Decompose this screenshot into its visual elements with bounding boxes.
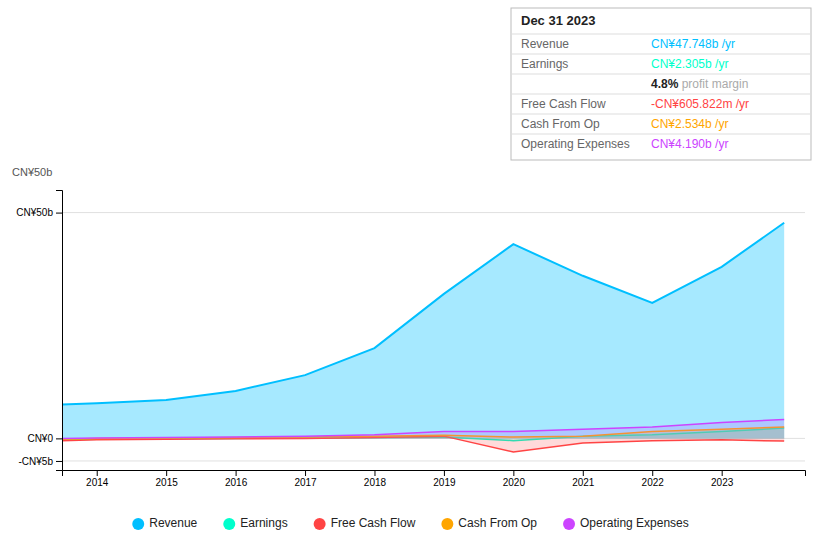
- tick-label: CN¥50b: [16, 207, 53, 218]
- info-value-text: CN¥2.305b /yr: [651, 57, 728, 71]
- y-tick: -CN¥5b: [19, 456, 62, 467]
- tick-mark: [166, 470, 167, 476]
- grid: [62, 213, 805, 461]
- area: [62, 223, 784, 439]
- tick-mark: [374, 470, 375, 476]
- info-value-prefix: 4.8%: [651, 77, 679, 91]
- x-tick: 2015: [156, 470, 179, 488]
- legend-label: Revenue: [149, 516, 197, 530]
- line: [62, 419, 784, 438]
- x-tick: 2017: [294, 470, 317, 488]
- y-tick: CN¥0: [27, 433, 62, 444]
- tick-mark: [97, 470, 98, 476]
- x-tick: 2018: [364, 470, 387, 488]
- tick-mark: [652, 470, 653, 476]
- legend-item: Free Cash Flow: [314, 516, 416, 530]
- x-tick: 2022: [642, 470, 665, 488]
- tick-mark: [56, 461, 62, 462]
- tick-label: CN¥0: [27, 433, 53, 444]
- legend-item: Earnings: [223, 516, 287, 530]
- legend-label: Cash From Op: [458, 516, 537, 530]
- info-label: Earnings: [521, 57, 568, 71]
- tick-label: 2018: [364, 477, 387, 488]
- plot-area: [62, 223, 784, 452]
- tick-label: 2019: [433, 477, 456, 488]
- info-value-text: -CN¥605.822m /yr: [651, 97, 749, 111]
- legend-item: Cash From Op: [441, 516, 537, 530]
- area: [62, 419, 784, 438]
- grid-line: [62, 460, 805, 461]
- info-divider: [511, 74, 811, 75]
- tick-label: 2017: [294, 477, 317, 488]
- tick-mark: [583, 470, 584, 476]
- legend-item: Operating Expenses: [563, 516, 689, 530]
- legend-swatch: [132, 518, 144, 530]
- info-label: Operating Expenses: [521, 137, 630, 151]
- tick-mark: [56, 213, 62, 214]
- info-value-text: CN¥47.748b /yr: [651, 37, 735, 51]
- y-tick: CN¥50b: [16, 207, 62, 218]
- info-value: -CN¥605.822m /yr: [651, 97, 749, 111]
- x-tick: 2023: [711, 470, 734, 488]
- info-value: 4.8% profit margin: [651, 77, 748, 91]
- tick-mark: [444, 470, 445, 476]
- info-value-text: profit margin: [678, 77, 748, 91]
- legend-label: Free Cash Flow: [331, 516, 416, 530]
- y-axis: -CN¥5b CN¥0 CN¥50b: [16, 191, 62, 471]
- x-tick: 2019: [433, 470, 456, 488]
- info-box-frame: [511, 8, 811, 160]
- tick-label: -CN¥5b: [19, 456, 54, 467]
- tick-label: 2015: [156, 477, 179, 488]
- grid-line: [62, 212, 805, 213]
- line: [62, 223, 784, 405]
- x-tick: 2020: [503, 470, 526, 488]
- title: Dec 31 2023: [521, 13, 595, 28]
- legend-swatch: [314, 518, 326, 530]
- info-value-text: CN¥4.190b /yr: [651, 137, 728, 151]
- tick-mark: [56, 438, 62, 439]
- legend-swatch: [441, 518, 453, 530]
- legend-swatch: [223, 518, 235, 530]
- tick-mark: [305, 470, 306, 476]
- tick-label: 2016: [225, 477, 248, 488]
- chart: 2014 2015 2016 2017 2018 2019 2020 2021 2022 2023…: [0, 0, 821, 560]
- info-label: Cash From Op: [521, 117, 600, 131]
- info-label: Free Cash Flow: [521, 97, 606, 111]
- tick-label: 2014: [86, 477, 109, 488]
- tick-label: 2020: [503, 477, 526, 488]
- annotation: CN¥50b: [12, 166, 52, 178]
- legend-label: Operating Expenses: [580, 516, 689, 530]
- legend-item: Revenue: [132, 516, 197, 530]
- info-box: Dec 31 2023 Revenue CN¥47.748b /yr Earnings…: [511, 8, 811, 160]
- x-tick: 2014: [86, 470, 109, 488]
- tick-label: 2021: [572, 477, 595, 488]
- legend-label: Earnings: [240, 516, 287, 530]
- info-divider: [511, 134, 811, 135]
- x-axis: 2014 2015 2016 2017 2018 2019 2020 2021 2022 2023: [63, 470, 806, 488]
- tick-mark: [513, 470, 514, 476]
- axis-line: [63, 471, 806, 477]
- x-tick: 2016: [225, 470, 248, 488]
- x-tick: 2021: [572, 470, 595, 488]
- tick-mark: [722, 470, 723, 476]
- legend: Revenue Earnings Free Cash Flow Cash From O…: [132, 516, 689, 530]
- info-value: CN¥2.534b /yr: [651, 117, 728, 131]
- tick-mark: [236, 470, 237, 476]
- legend-swatch: [563, 518, 575, 530]
- info-divider: [511, 34, 811, 35]
- info-divider: [511, 114, 811, 115]
- info-label: Revenue: [521, 37, 569, 51]
- tick-label: 2023: [711, 477, 734, 488]
- axis-line: [56, 191, 63, 471]
- info-divider: [511, 54, 811, 55]
- info-divider: [511, 94, 811, 95]
- info-value: CN¥4.190b /yr: [651, 137, 728, 151]
- info-value-text: CN¥2.534b /yr: [651, 117, 728, 131]
- tick-label: 2022: [642, 477, 665, 488]
- info-value: CN¥47.748b /yr: [651, 37, 735, 51]
- info-value: CN¥2.305b /yr: [651, 57, 728, 71]
